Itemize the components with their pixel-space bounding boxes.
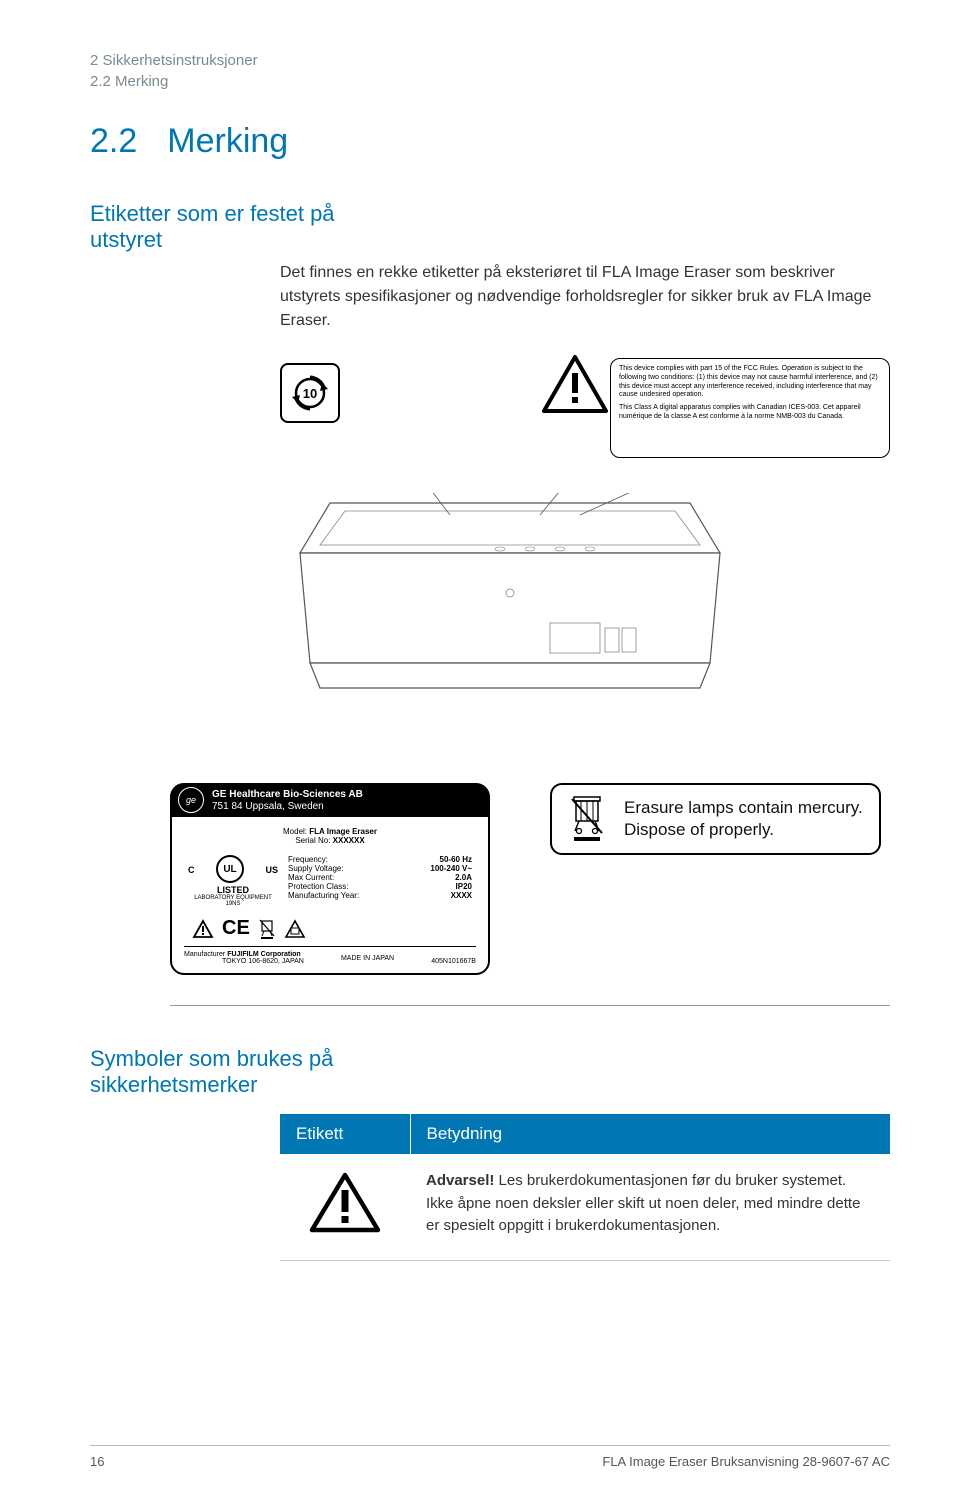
label-samples-row: ge GE Healthcare Bio-Sciences AB 751 84 … bbox=[170, 783, 890, 975]
weee-bin-icon bbox=[568, 795, 606, 843]
ce-mark-icon: CE bbox=[222, 917, 250, 940]
table-cell-meaning: Advarsel! Les brukerdokumentasjonen før … bbox=[410, 1154, 890, 1260]
subheading-safety-symbols: Symboler som brukes på sikkerhetsmerker bbox=[90, 1046, 890, 1098]
fcc-compliance-label: This device complies with part 15 of the… bbox=[610, 358, 890, 458]
rating-footer: Manufacturer FUJIFILM Corporation TOKYO … bbox=[184, 946, 476, 965]
page-header: 2 Sikkerhetsinstruksjoner 2.2 Merking bbox=[90, 50, 890, 92]
weee-small-icon bbox=[258, 918, 276, 940]
chapter-line: 2 Sikkerhetsinstruksjoner bbox=[90, 50, 890, 71]
ge-logo-icon: ge bbox=[178, 787, 204, 813]
rating-plate-header: ge GE Healthcare Bio-Sciences AB 751 84 … bbox=[172, 785, 488, 817]
subheading-labels-on-equipment: Etiketter som er festet på utstyret bbox=[90, 201, 890, 253]
table-cell-icon bbox=[280, 1154, 410, 1260]
doc-id: FLA Image Eraser Bruksanvisning 28-9607-… bbox=[602, 1454, 890, 1469]
table-row: Advarsel! Les brukerdokumentasjonen før … bbox=[280, 1154, 890, 1260]
mercury-disposal-label: Erasure lamps contain mercury. Dispose o… bbox=[550, 783, 881, 855]
section-heading: 2.2 Merking bbox=[90, 122, 890, 161]
table-header-betydning: Betydning bbox=[410, 1114, 890, 1154]
svg-text:10: 10 bbox=[303, 386, 317, 401]
divider bbox=[170, 1005, 890, 1006]
section-number: 2.2 bbox=[90, 122, 137, 161]
ul-listed-block: C UL US LISTED LABORATORY EQUIPMENT 19NS bbox=[188, 855, 278, 907]
refer-manual-icon bbox=[284, 919, 306, 939]
safety-symbols-table: Etikett Betydning Advarsel! Les brukerdo… bbox=[280, 1114, 890, 1261]
rating-plate-label: ge GE Healthcare Bio-Sciences AB 751 84 … bbox=[170, 783, 490, 975]
page-footer: 16 FLA Image Eraser Bruksanvisning 28-96… bbox=[90, 1445, 890, 1469]
device-outline bbox=[290, 493, 730, 703]
mercury-text: Erasure lamps contain mercury. Dispose o… bbox=[624, 797, 863, 841]
warning-triangle-icon bbox=[308, 1170, 382, 1236]
body-paragraph: Det finnes en rekke etiketter på eksteri… bbox=[280, 261, 890, 333]
rating-icons-row: CE bbox=[184, 915, 476, 946]
device-diagram: 10 This device complies with part 15 of … bbox=[170, 353, 890, 753]
model-block: Model: FLA Image Eraser Serial No: XXXXX… bbox=[184, 823, 476, 851]
section-title: Merking bbox=[167, 122, 288, 161]
table-header-etikett: Etikett bbox=[280, 1114, 410, 1154]
warning-small-icon bbox=[192, 919, 214, 939]
warning-triangle-icon bbox=[540, 353, 610, 420]
section-line: 2.2 Merking bbox=[90, 71, 890, 92]
recycle-label-icon: 10 bbox=[280, 363, 340, 423]
page-number: 16 bbox=[90, 1454, 104, 1469]
specs-block: Frequency:50-60 Hz Supply Voltage:100-24… bbox=[288, 855, 472, 907]
